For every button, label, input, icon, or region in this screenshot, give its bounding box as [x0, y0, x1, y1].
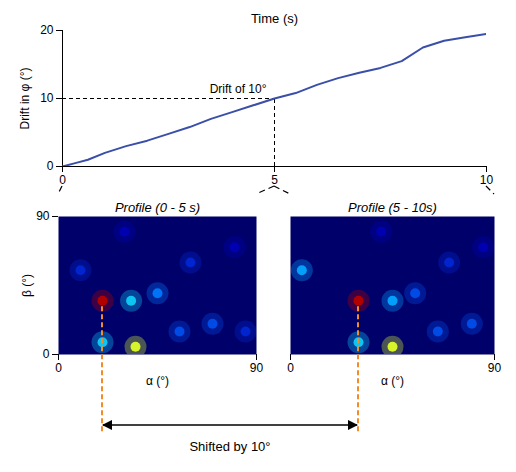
svg-text:90: 90: [488, 361, 502, 375]
svg-text:0: 0: [47, 159, 54, 173]
svg-text:0: 0: [55, 361, 62, 375]
svg-text:Drift in φ (°): Drift in φ (°): [18, 68, 32, 130]
svg-text:Profile (5 - 10s): Profile (5 - 10s): [348, 200, 437, 215]
svg-text:α (°): α (°): [146, 374, 169, 388]
svg-text:90: 90: [36, 209, 50, 223]
svg-text:0: 0: [43, 347, 50, 361]
svg-text:α (°): α (°): [381, 374, 404, 388]
svg-text:Time (s): Time (s): [251, 11, 298, 26]
svg-text:Profile (0 - 5 s): Profile (0 - 5 s): [115, 200, 200, 215]
svg-text:0: 0: [287, 361, 294, 375]
svg-text:Shifted by 10°: Shifted by 10°: [189, 439, 270, 454]
svg-text:10: 10: [40, 91, 54, 105]
svg-text:β (°): β (°): [20, 274, 34, 297]
svg-text:0: 0: [59, 173, 66, 187]
svg-text:Drift of 10°: Drift of 10°: [210, 82, 267, 96]
svg-text:20: 20: [40, 23, 54, 37]
svg-text:5: 5: [271, 173, 278, 187]
svg-text:10: 10: [480, 173, 494, 187]
svg-text:90: 90: [250, 361, 264, 375]
